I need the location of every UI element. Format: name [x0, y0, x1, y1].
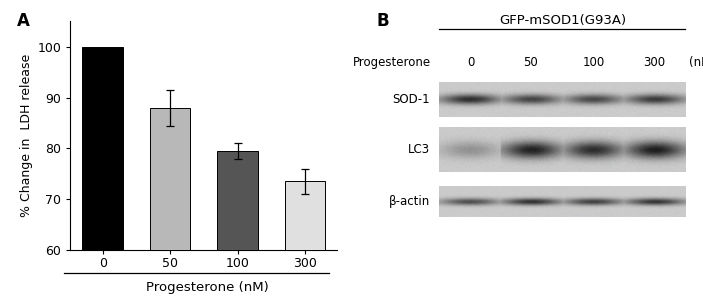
Text: Progesterone: Progesterone [353, 56, 431, 69]
Text: (nM): (nM) [689, 56, 703, 69]
Text: GFP-mSOD1(G93A): GFP-mSOD1(G93A) [499, 14, 626, 27]
Text: 300: 300 [643, 56, 665, 69]
Text: LC3: LC3 [408, 143, 430, 156]
Text: β-actin: β-actin [389, 195, 430, 208]
Text: 50: 50 [524, 56, 538, 69]
Text: Progesterone (nM): Progesterone (nM) [146, 281, 269, 294]
Bar [82, 47, 123, 305]
Y-axis label: % Change in  LDH release: % Change in LDH release [20, 54, 33, 217]
Text: 0: 0 [467, 56, 475, 69]
Text: B: B [376, 12, 389, 30]
Text: 100: 100 [583, 56, 605, 69]
Bar [285, 181, 325, 305]
Text: A: A [17, 12, 30, 30]
Bar [217, 151, 258, 305]
Bar [150, 108, 191, 305]
Text: SOD-1: SOD-1 [392, 93, 430, 106]
